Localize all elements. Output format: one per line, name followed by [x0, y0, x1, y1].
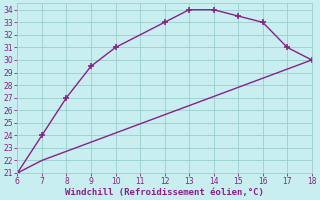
X-axis label: Windchill (Refroidissement éolien,°C): Windchill (Refroidissement éolien,°C)	[65, 188, 264, 197]
